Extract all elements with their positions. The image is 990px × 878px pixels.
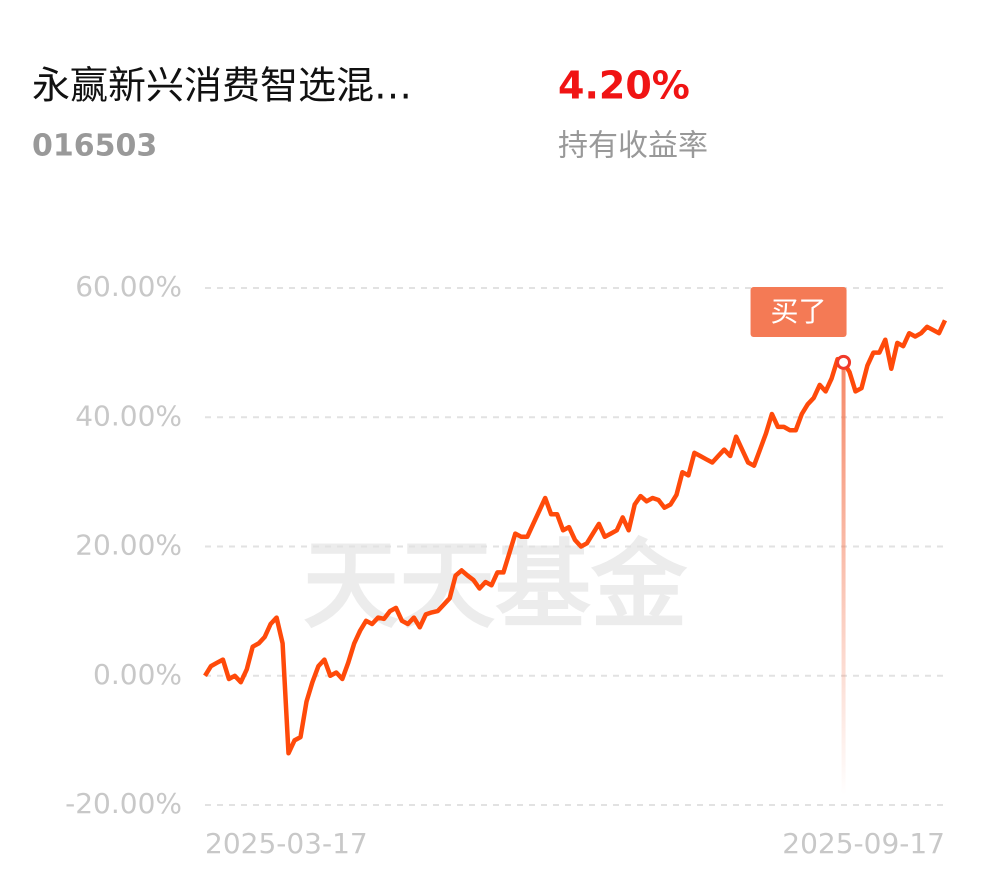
y-tick-label: 0.00% — [93, 658, 182, 691]
buy-stem — [841, 362, 846, 795]
y-tick-label: 40.00% — [75, 399, 182, 432]
fund-name: 永赢新兴消费智选混… — [32, 64, 412, 108]
fund-code: 016503 — [32, 129, 157, 164]
buy-tag — [750, 287, 847, 337]
y-tick-label: 20.00% — [75, 529, 182, 562]
buy-tag-label: 买了 — [771, 295, 827, 328]
y-tick-label: -20.00% — [65, 787, 182, 820]
y-tick-label: 60.00% — [75, 270, 182, 303]
return-caption: 持有收益率 — [558, 129, 708, 164]
holding-return: 4.20% — [558, 64, 690, 108]
x-tick-label: 2025-09-17 — [782, 827, 945, 860]
x-tick-label: 2025-03-17 — [205, 827, 368, 860]
line-series — [203, 319, 948, 756]
buy-point — [836, 354, 852, 370]
